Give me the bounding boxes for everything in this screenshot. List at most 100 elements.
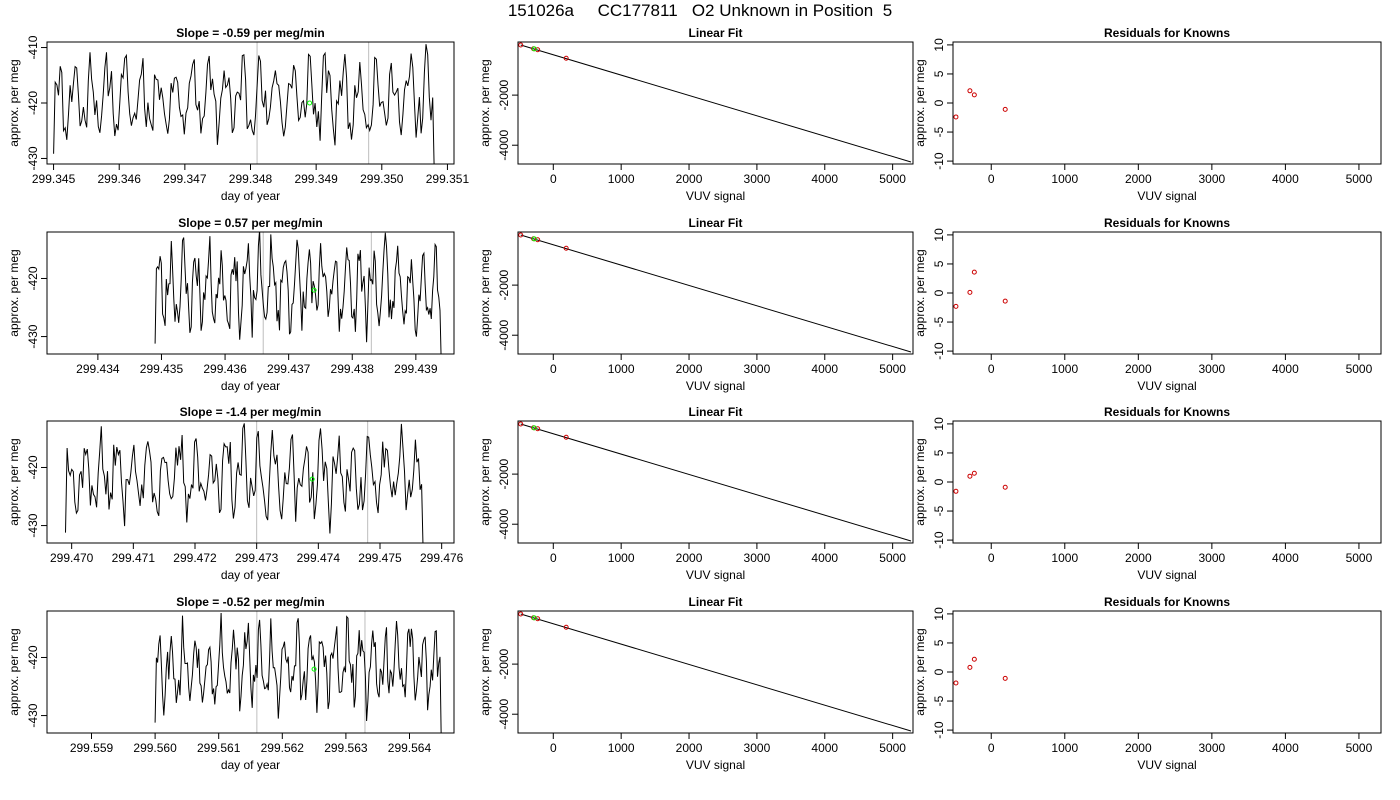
y-tick-label: -5 (932, 316, 946, 327)
plot-area (154, 232, 442, 354)
row1-time-series: Slope = -0.59 per meg/min 299.345 299.346 2… (7, 26, 469, 203)
panel-title: Linear Fit (688, 216, 742, 230)
x-tick-label: 299.473 (235, 551, 279, 565)
known-point (953, 488, 959, 494)
x-tick-label: 299.471 (112, 551, 156, 565)
x-tick-label: 2000 (1125, 551, 1152, 565)
x-tick-label: 4000 (811, 172, 838, 186)
known-point (967, 664, 973, 670)
y-tick-label: 5 (932, 449, 946, 456)
known-point (1002, 675, 1008, 681)
y-tick-label: -4000 (497, 320, 511, 351)
x-axis-label: VUV signal (1137, 189, 1196, 203)
y-axis-label: approx. per meg (478, 249, 492, 336)
x-tick-label: 4000 (1272, 741, 1299, 755)
panel-title: Linear Fit (688, 595, 742, 609)
x-tick-label: 5000 (1346, 362, 1373, 376)
y-tick-label: -5 (932, 505, 946, 516)
y-tick-label: -10 (932, 152, 946, 170)
plot-frame (952, 420, 1382, 544)
x-tick-label: 3000 (1199, 741, 1226, 755)
x-tick-label: 0 (988, 172, 995, 186)
x-tick-label: 4000 (1272, 172, 1299, 186)
y-tick-label: 10 (932, 38, 946, 52)
series-line (65, 423, 424, 543)
y-axis-label: approx. per meg (478, 59, 492, 146)
x-tick-label: 0 (550, 362, 557, 376)
panel-title: Slope = -0.59 per meg/min (176, 26, 324, 40)
fit-line (520, 613, 912, 732)
x-axis-label: VUV signal (1137, 568, 1196, 582)
x-tick-label: 299.348 (229, 172, 273, 186)
x-tick-label: 299.561 (197, 741, 241, 755)
x-axis-label: day of year (221, 568, 280, 582)
y-tick-label: 10 (932, 607, 946, 621)
x-tick-label: 299.476 (420, 551, 464, 565)
plot-area (154, 611, 442, 733)
y-tick-label: 0 (932, 289, 946, 296)
y-tick-label: -4000 (497, 130, 511, 161)
x-axis-label: day of year (221, 189, 280, 203)
panel-title: Slope = -0.52 per meg/min (176, 595, 324, 609)
x-tick-label: 3000 (744, 741, 771, 755)
y-tick-label: -420 (26, 455, 40, 479)
y-tick-label: -410 (26, 35, 40, 59)
y-tick-label: -430 (26, 703, 40, 727)
known-point (1002, 298, 1008, 304)
y-tick-label: -430 (26, 324, 40, 348)
unknown-point (531, 425, 537, 431)
unknown-point (531, 615, 537, 621)
plot-area (518, 421, 912, 542)
plot-area (953, 269, 1008, 309)
x-tick-label: 299.437 (267, 362, 311, 376)
x-tick-label: 1000 (1051, 551, 1078, 565)
row4-time-series: Slope = -0.52 per meg/min 299.559 299.560 2… (7, 595, 455, 772)
x-tick-label: 2000 (1125, 741, 1152, 755)
x-tick-label: 1000 (1051, 172, 1078, 186)
x-axis-label: VUV signal (686, 568, 745, 582)
y-tick-label: 5 (932, 639, 946, 646)
x-tick-label: 5000 (879, 551, 906, 565)
plot-frame (46, 420, 455, 544)
plot-frame (517, 231, 914, 355)
y-tick-label: -2000 (497, 269, 511, 300)
known-point (967, 473, 973, 479)
y-tick-label: -420 (26, 266, 40, 290)
x-tick-label: 5000 (879, 362, 906, 376)
x-tick-label: 299.434 (76, 362, 120, 376)
known-point (953, 680, 959, 686)
plot-area (53, 42, 435, 164)
x-tick-label: 299.350 (360, 172, 404, 186)
plot-area (953, 470, 1008, 494)
x-tick-label: 5000 (879, 741, 906, 755)
y-tick-label: -10 (932, 342, 946, 360)
y-tick-label: -5 (932, 126, 946, 137)
unknown-point (307, 100, 313, 106)
x-tick-label: 299.438 (331, 362, 375, 376)
y-tick-label: -4000 (497, 699, 511, 730)
y-tick-label: 10 (932, 228, 946, 242)
fit-line (520, 423, 912, 542)
x-tick-label: 3000 (744, 362, 771, 376)
row3-linear-fit: Linear Fit 0 1000 2000 3000 4000 5000 -2000 -400… (478, 405, 914, 582)
fit-line (520, 44, 912, 163)
plot-frame (517, 610, 914, 734)
x-tick-label: 0 (550, 551, 557, 565)
known-point (967, 289, 973, 295)
x-tick-label: 3000 (1199, 362, 1226, 376)
x-axis-label: VUV signal (686, 379, 745, 393)
x-tick-label: 4000 (811, 362, 838, 376)
x-tick-label: 2000 (676, 362, 703, 376)
known-point (563, 434, 569, 440)
x-axis-label: VUV signal (686, 758, 745, 772)
known-point (518, 42, 524, 48)
x-axis-label: day of year (221, 758, 280, 772)
x-tick-label: 5000 (1346, 741, 1373, 755)
x-tick-label: 2000 (676, 551, 703, 565)
y-axis-label: approx. per meg (478, 628, 492, 715)
row2-linear-fit: Linear Fit 0 1000 2000 3000 4000 5000 -2000 -400… (478, 216, 914, 393)
y-tick-label: -420 (26, 91, 40, 115)
plot-frame (952, 41, 1382, 165)
plot-area (518, 42, 912, 163)
known-point (971, 92, 977, 98)
